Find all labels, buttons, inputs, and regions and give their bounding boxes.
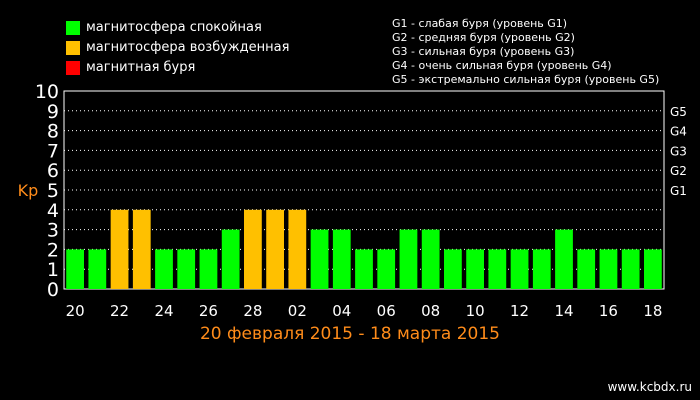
bar (399, 229, 418, 289)
legend-item-storm: магнитная буря (66, 58, 289, 78)
x-tick-label: 22 (110, 302, 129, 320)
storm-level-g5: G5 - экстремально сильная буря (уровень … (392, 73, 660, 86)
bar (132, 209, 151, 289)
bar (110, 209, 129, 289)
legend-label-disturbed: магнитосфера возбужденная (86, 40, 290, 55)
y-tick-label: 0 (47, 279, 59, 301)
y-tick-label: 5 (47, 180, 59, 202)
y-tick-label: 10 (35, 81, 59, 103)
right-tick-label: G5 (670, 105, 687, 119)
bar (244, 209, 262, 289)
legend-label-storm: магнитная буря (86, 60, 196, 75)
bar (555, 229, 573, 289)
bar (444, 249, 462, 289)
x-tick-label: 02 (288, 302, 307, 320)
y-axis-label: Kp (18, 181, 39, 200)
bar (155, 249, 173, 289)
bar (221, 229, 240, 289)
bar (355, 249, 373, 289)
right-tick-label: G4 (670, 125, 687, 139)
legend-item-quiet: магнитосфера спокойная (66, 18, 289, 38)
right-tick-label: G2 (670, 164, 687, 178)
legend-swatch-disturbed (66, 41, 80, 55)
y-tick-label: 4 (47, 200, 59, 222)
bar (599, 249, 618, 289)
bar (288, 209, 307, 289)
y-tick-label: 1 (47, 259, 59, 281)
legend-swatch-quiet (66, 21, 80, 35)
storm-level-g2: G2 - средняя буря (уровень G2) (392, 31, 575, 44)
legend-item-disturbed: магнитосфера возбужденная (66, 38, 289, 58)
bar (332, 229, 351, 289)
y-tick-label: 9 (47, 101, 59, 123)
y-tick-label: 8 (47, 121, 59, 143)
x-tick-label: 28 (243, 302, 262, 320)
storm-level-g3: G3 - сильная буря (уровень G3) (392, 45, 575, 58)
x-tick-label: 16 (599, 302, 618, 320)
x-tick-label: 10 (466, 302, 485, 320)
storm-levels-legend: G1 - слабая буря (уровень G1) G2 - средн… (392, 17, 659, 87)
chart-title: 20 февраля 2015 - 18 марта 2015 (199, 324, 500, 344)
bar (488, 249, 507, 289)
x-tick-label: 24 (154, 302, 173, 320)
x-tick-label: 26 (199, 302, 218, 320)
bar (266, 209, 284, 289)
bar (88, 249, 107, 289)
bar (644, 249, 662, 289)
bar (577, 249, 596, 289)
bar (510, 249, 529, 289)
bar (532, 249, 551, 289)
x-tick-label: 20 (66, 302, 85, 320)
x-tick-label: 14 (554, 302, 573, 320)
bar (66, 249, 84, 289)
legend-swatch-storm (66, 61, 80, 75)
bar (421, 229, 440, 289)
x-tick-label: 06 (377, 302, 396, 320)
bar (177, 249, 196, 289)
x-tick-label: 08 (421, 302, 440, 320)
y-tick-label: 7 (47, 140, 59, 162)
legend: магнитосфера спокойная магнитосфера возб… (66, 18, 289, 78)
right-tick-label: G1 (670, 184, 687, 198)
x-tick-label: 18 (643, 302, 662, 320)
bar (199, 249, 218, 289)
storm-level-g4: G4 - очень сильная буря (уровень G4) (392, 59, 612, 72)
x-tick-label: 12 (510, 302, 529, 320)
bar (377, 249, 396, 289)
y-tick-label: 2 (47, 239, 59, 261)
storm-level-g1: G1 - слабая буря (уровень G1) (392, 17, 568, 30)
bar (621, 249, 640, 289)
right-tick-label: G3 (670, 144, 687, 158)
x-tick-label: 04 (332, 302, 351, 320)
legend-label-quiet: магнитосфера спокойная (86, 20, 262, 35)
bar (310, 229, 329, 289)
y-tick-label: 6 (47, 160, 59, 182)
y-tick-label: 3 (47, 220, 59, 242)
bar (466, 249, 484, 289)
site-watermark: www.kcbdx.ru (607, 380, 692, 394)
